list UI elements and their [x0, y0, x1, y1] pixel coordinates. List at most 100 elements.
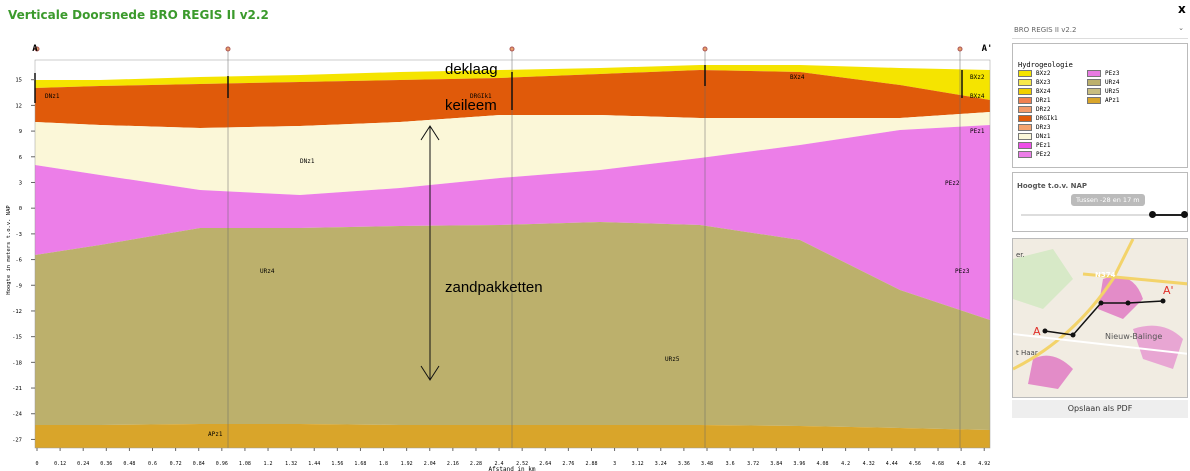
legend-title: Hydrogeologie: [1018, 61, 1073, 69]
model-name: BRO REGIS II v2.2: [1014, 26, 1077, 34]
y-tick-label: -24: [12, 412, 23, 418]
layer-label: URz4: [260, 268, 275, 275]
y-tick-label: 3: [19, 180, 22, 186]
legend-swatch: [1018, 97, 1032, 104]
map-road: [1082, 272, 1187, 286]
x-tick-label: 3.24: [655, 461, 667, 467]
y-tick-label: 9: [19, 129, 22, 135]
x-tick-label: 1.44: [308, 461, 320, 467]
x-tick-label: 3.84: [770, 461, 782, 467]
y-tick-label: -27: [12, 437, 22, 443]
layer: [35, 125, 990, 320]
legend-swatch: [1087, 97, 1101, 104]
map-area: [1028, 355, 1073, 389]
model-select[interactable]: BRO REGIS II v2.2 ⌄: [1012, 24, 1188, 39]
x-tick-label: 4.92: [978, 461, 990, 467]
x-tick-label: 2.16: [447, 461, 459, 467]
slider-handle[interactable]: [1149, 211, 1156, 218]
map-label: N374: [1095, 271, 1116, 279]
y-tick-label: -12: [12, 309, 22, 315]
legend-item: BXz4: [1018, 88, 1050, 96]
legend-swatch: [1018, 151, 1032, 158]
y-tick-label: -9: [15, 283, 22, 289]
legend-label: DRz3: [1036, 124, 1051, 131]
map-road: [1013, 239, 1135, 371]
x-tick-label: 0.84: [193, 461, 205, 467]
x-tick-label: 0.72: [170, 461, 182, 467]
x-tick-label: 0.36: [100, 461, 112, 467]
x-tick-label: 2.4: [495, 461, 504, 467]
legend-item: DRz1: [1018, 97, 1050, 105]
layer-label: DNz1: [300, 158, 315, 165]
map-label: t Haar: [1016, 349, 1038, 357]
legend-item: URz5: [1087, 88, 1119, 96]
x-tick-label: 0.12: [54, 461, 66, 467]
y-tick-label: -3: [15, 232, 22, 238]
legend-swatch: [1018, 115, 1032, 122]
cross-section: A A' 15 12 9 6 3 0 -3 -6 -9 -12 -15 -18 -21 -24 -27 0 0.12…: [6, 44, 993, 471]
x-tick-label: 3.48: [701, 461, 713, 467]
legend-swatch: [1018, 88, 1032, 95]
x-tick-label: 4.8: [957, 461, 966, 467]
pdf-button[interactable]: Opslaan als PDF: [1012, 400, 1188, 418]
legend-swatch: [1018, 124, 1032, 131]
borehole-marker: [225, 46, 231, 52]
y-tick-label: 6: [19, 155, 22, 161]
x-tick-label: 3.96: [793, 461, 805, 467]
x-tick-label: 1.2: [264, 461, 273, 467]
x-tick-label: 4.56: [909, 461, 921, 467]
x-tick-label: 2.04: [424, 461, 436, 467]
x-tick-label: 1.68: [354, 461, 366, 467]
x-tick-label: 1.92: [401, 461, 413, 467]
select-arrow: ⌄: [1178, 24, 1184, 32]
legend-swatch: [1018, 79, 1032, 86]
layer-label: BXz4: [790, 74, 805, 81]
borehole-marker: [702, 46, 708, 52]
arrow-head: [420, 125, 440, 141]
x-tick-label: 0.96: [216, 461, 228, 467]
legend-label: PEz2: [1036, 151, 1051, 158]
slider-tooltip: Tussen -28 en 17 m: [1071, 194, 1145, 206]
y-tick-label: 0: [19, 206, 22, 212]
x-tick-label: 3.72: [747, 461, 759, 467]
page-title: Verticale Doorsnede BRO REGIS II v2.2: [8, 8, 269, 22]
layer-label: BXz2: [970, 74, 985, 81]
legend-swatch: [1087, 70, 1101, 77]
legend-label: DRGIk1: [1036, 115, 1058, 122]
legend-item: PEz2: [1018, 151, 1050, 159]
layer-label: URz5: [665, 356, 680, 363]
x-tick-label: 3.6: [726, 461, 735, 467]
legend-item: BXz2: [1018, 70, 1050, 78]
x-tick-label: 3.36: [678, 461, 690, 467]
x-tick-label: 3: [613, 461, 616, 467]
legend-item: BXz3: [1018, 79, 1050, 87]
legend-label: PEz1: [1036, 142, 1051, 149]
section-end: A': [982, 44, 993, 54]
x-tick-label: 1.56: [331, 461, 343, 467]
y-tick-label: -6: [15, 258, 22, 264]
legend-item: APz1: [1087, 97, 1119, 105]
x-tick-label: 4.08: [816, 461, 828, 467]
plot-frame: [34, 59, 991, 449]
map-points: [1042, 298, 1166, 338]
close-button[interactable]: x: [1178, 2, 1186, 16]
x-tick-label: 1.32: [285, 461, 297, 467]
height-title: Hoogte t.o.v. NAP: [1017, 182, 1087, 190]
map-label: A': [1163, 284, 1174, 297]
annotation: keileem: [445, 97, 497, 114]
height-panel: Hoogte t.o.v. NAP Tussen -28 en 17 m: [1012, 172, 1188, 232]
legend-label: BXz3: [1036, 79, 1051, 86]
layer-label: BXz4: [970, 93, 985, 100]
layer-label: DNz1: [45, 93, 60, 100]
legend-item: DRz2: [1018, 106, 1050, 114]
legend-label: DRz2: [1036, 106, 1051, 113]
annotation: deklaag: [445, 61, 498, 78]
legend-item: PEz3: [1087, 70, 1119, 78]
legend-label: PEz3: [1105, 70, 1120, 77]
layer-label: PEz2: [945, 180, 960, 187]
legend-swatch: [1087, 79, 1101, 86]
x-axis-label: Afstand in km: [489, 466, 536, 471]
map-label: er.: [1016, 251, 1025, 259]
slider-handle[interactable]: [1181, 211, 1188, 218]
x-tick-label: 0.24: [77, 461, 89, 467]
